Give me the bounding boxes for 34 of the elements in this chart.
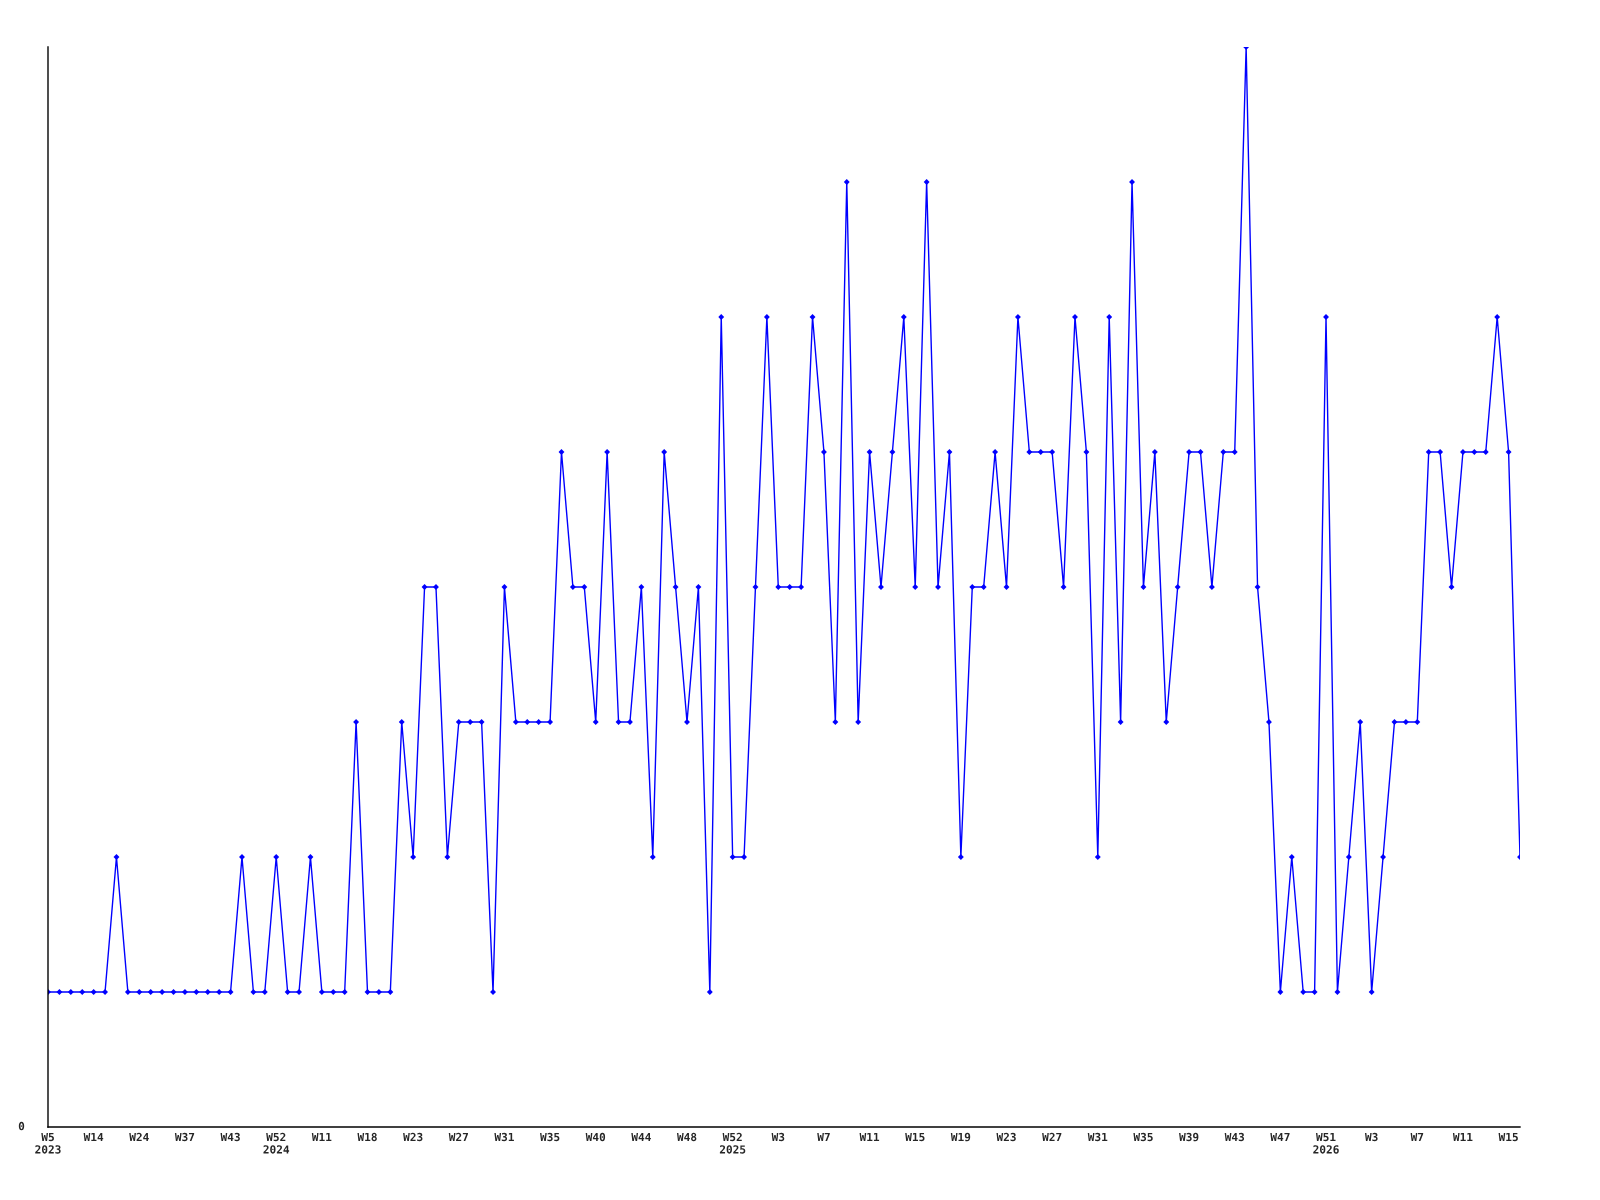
x-tick-label: W18 bbox=[357, 1132, 377, 1142]
x-tick-label: W23 bbox=[403, 1132, 423, 1142]
x-tick-label: W7 bbox=[817, 1132, 830, 1142]
x-tick-label: W11 bbox=[859, 1132, 880, 1142]
x-tick-label: W27 bbox=[1042, 1132, 1062, 1142]
x-tick-label: W35 bbox=[1133, 1132, 1153, 1142]
x-tick-label: W5 2023 bbox=[35, 1132, 61, 1154]
x-tick-label: W40 bbox=[585, 1132, 606, 1142]
x-tick-label: W43 bbox=[1224, 1132, 1245, 1142]
x-tick-label: W7 bbox=[1410, 1132, 1424, 1142]
x-tick-label: W31 bbox=[494, 1132, 514, 1142]
x-tick-label: W15 bbox=[1498, 1132, 1518, 1142]
x-tick-label: W43 bbox=[220, 1132, 240, 1142]
x-tick-label: W11 bbox=[1452, 1132, 1473, 1142]
x-tick-label: W47 bbox=[1270, 1132, 1290, 1142]
x-tick-label: W14 bbox=[83, 1132, 104, 1142]
x-tick-label: W52 2025 bbox=[719, 1132, 746, 1154]
x-tick-label: W23 bbox=[996, 1132, 1016, 1142]
x-tick-label: W11 bbox=[311, 1132, 332, 1142]
x-tick-label: W3 bbox=[1364, 1132, 1378, 1142]
text: 0 bbox=[18, 1121, 25, 1131]
x-tick-label: W48 bbox=[676, 1132, 697, 1142]
x-tick-label: W15 bbox=[905, 1132, 925, 1142]
x-tick-label: W44 bbox=[631, 1132, 651, 1142]
x-tick-label: W19 bbox=[950, 1132, 971, 1142]
x-tick-label: W35 bbox=[540, 1132, 560, 1142]
x-tick-label: W3 bbox=[771, 1132, 785, 1142]
x-tick-label: W37 bbox=[174, 1132, 195, 1142]
x-tick-label: W24 bbox=[129, 1132, 149, 1142]
x-tick-label: W39 bbox=[1179, 1132, 1199, 1142]
x-tick-label: W51 2026 bbox=[1313, 1132, 1339, 1154]
x-tick-label: W52 2024 bbox=[263, 1132, 290, 1154]
x-tick-label: W27 bbox=[448, 1132, 468, 1142]
x-tick-label: W31 bbox=[1087, 1132, 1108, 1142]
